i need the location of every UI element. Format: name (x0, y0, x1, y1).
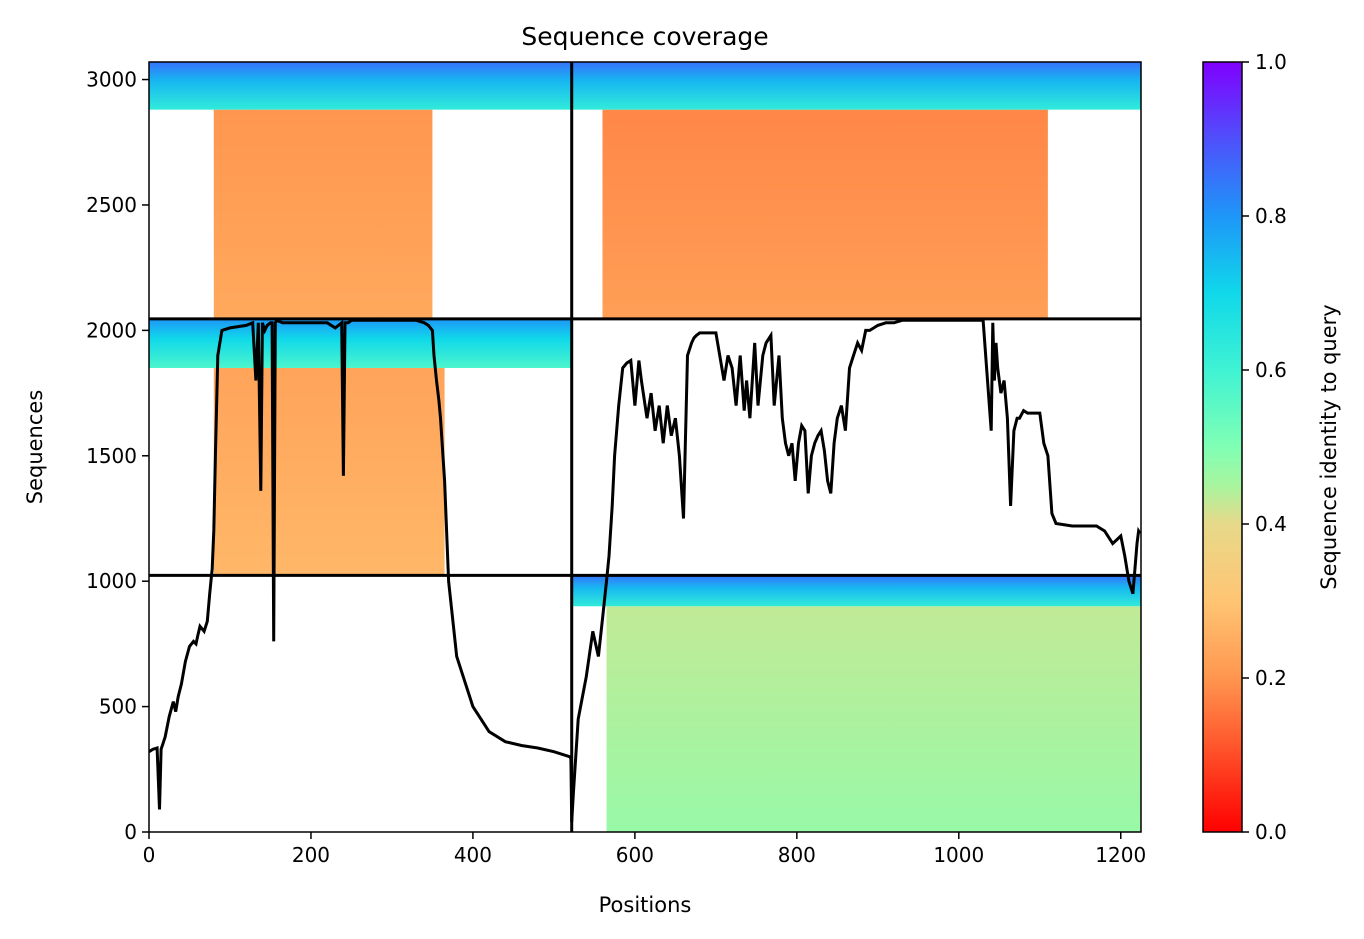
x-tick-label: 400 (454, 843, 492, 867)
colorbar-tick-label: 0.4 (1255, 512, 1287, 536)
x-axis-label: Positions (599, 893, 692, 917)
colorbar-tick-label: 0.2 (1255, 666, 1287, 690)
block-body (213, 367, 445, 576)
heatmap-block-1 (149, 62, 572, 319)
y-tick-label: 3000 (86, 68, 137, 92)
y-axis-label: Sequences (23, 390, 47, 505)
colorbar-label: Sequence identity to query (1317, 304, 1341, 589)
block-top-band (571, 575, 1141, 607)
heatmap-block-2 (571, 62, 1141, 319)
colorbar-tick-label: 0.8 (1255, 204, 1287, 228)
block-top-band (149, 62, 572, 110)
chart-title: Sequence coverage (521, 22, 768, 51)
plot-frame (148, 61, 1142, 833)
y-tick-label: 1500 (86, 444, 137, 468)
y-tick-label: 2000 (86, 318, 137, 342)
heatmap-block-4 (571, 575, 1141, 832)
colorbar-tick-label: 0.0 (1255, 820, 1287, 844)
y-tick-label: 500 (99, 695, 137, 719)
block-top-band (571, 62, 1141, 110)
colorbar-tick-label: 1.0 (1255, 50, 1287, 74)
x-axis: 0 200 400 600 800 1000 1200 (143, 832, 1146, 867)
block-body (606, 606, 1141, 832)
block-top-band (149, 318, 572, 368)
x-tick-label: 200 (292, 843, 330, 867)
heatmap-block-3 (149, 318, 572, 576)
coverage-heatmap (149, 62, 1141, 832)
block-body (602, 109, 1048, 319)
x-tick-label: 1200 (1095, 843, 1146, 867)
y-tick-label: 0 (124, 820, 137, 844)
coverage-line (149, 318, 1141, 823)
y-tick-label: 2500 (86, 193, 137, 217)
colorbar-ticks: 0.0 0.2 0.4 0.6 0.8 1.0 (1242, 50, 1287, 844)
block-body (213, 109, 433, 319)
colorbar-gradient (1202, 61, 1243, 833)
x-tick-label: 800 (778, 843, 816, 867)
colorbar: 0.0 0.2 0.4 0.6 0.8 1.0 Sequence identity to … (1202, 50, 1341, 844)
y-tick-label: 1000 (86, 569, 137, 593)
colorbar-tick-label: 0.6 (1255, 358, 1287, 382)
x-tick-label: 0 (143, 843, 156, 867)
y-axis: 0 500 1000 1500 2000 2500 3000 (86, 68, 149, 844)
x-tick-label: 600 (616, 843, 654, 867)
x-tick-label: 1000 (933, 843, 984, 867)
